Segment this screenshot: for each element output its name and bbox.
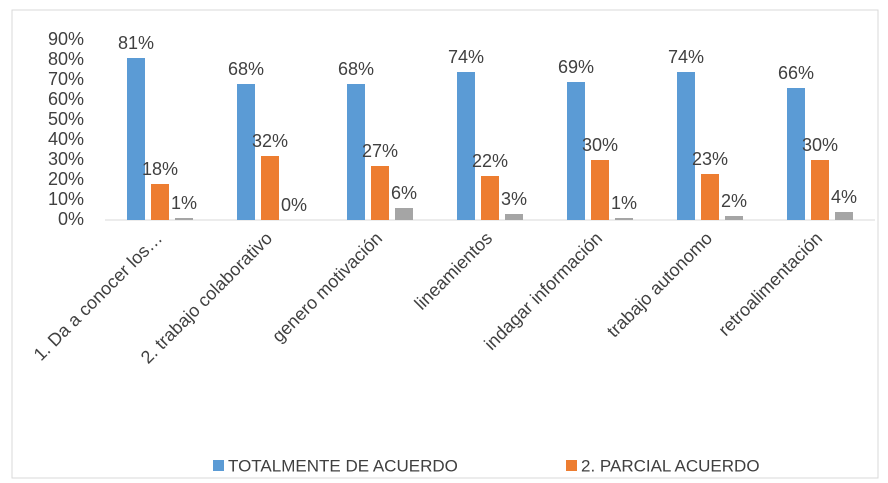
- data-label: 1%: [171, 193, 197, 213]
- bar: [237, 84, 255, 220]
- data-label: 81%: [118, 33, 154, 53]
- y-tick-label: 30%: [48, 149, 84, 169]
- bar: [395, 208, 413, 220]
- bar: [811, 160, 829, 220]
- y-tick-label: 50%: [48, 109, 84, 129]
- bar: [591, 160, 609, 220]
- data-label: 22%: [472, 151, 508, 171]
- data-label: 32%: [252, 131, 288, 151]
- data-label: 27%: [362, 141, 398, 161]
- bar: [127, 58, 145, 220]
- y-tick-label: 70%: [48, 69, 84, 89]
- y-tick-label: 0%: [58, 209, 84, 229]
- bar: [787, 88, 805, 220]
- y-tick-label: 10%: [48, 189, 84, 209]
- y-tick-label: 40%: [48, 129, 84, 149]
- bar: [347, 84, 365, 220]
- data-label: 66%: [778, 63, 814, 83]
- legend-label: 2. PARCIAL ACUERDO: [581, 456, 760, 475]
- data-label: 74%: [448, 47, 484, 67]
- data-label: 0%: [281, 195, 307, 215]
- data-label: 4%: [831, 187, 857, 207]
- y-tick-label: 80%: [48, 49, 84, 69]
- bar: [371, 166, 389, 220]
- data-label: 30%: [582, 135, 618, 155]
- data-label: 74%: [668, 47, 704, 67]
- y-tick-label: 60%: [48, 89, 84, 109]
- data-label: 68%: [228, 59, 264, 79]
- bar: [615, 218, 633, 220]
- bar: [151, 184, 169, 220]
- bar: [175, 218, 193, 220]
- y-tick-label: 90%: [48, 29, 84, 49]
- data-label: 30%: [802, 135, 838, 155]
- bar: [835, 212, 853, 220]
- bar: [567, 82, 585, 220]
- data-label: 2%: [721, 191, 747, 211]
- legend-swatch: [213, 460, 224, 471]
- y-tick-label: 20%: [48, 169, 84, 189]
- bar: [701, 174, 719, 220]
- legend-swatch: [566, 460, 577, 471]
- data-label: 3%: [501, 189, 527, 209]
- bar: [725, 216, 743, 220]
- bar: [261, 156, 279, 220]
- legend-label: TOTALMENTE DE ACUERDO: [228, 456, 458, 475]
- bar: [457, 72, 475, 220]
- data-label: 6%: [391, 183, 417, 203]
- data-label: 1%: [611, 193, 637, 213]
- data-label: 23%: [692, 149, 728, 169]
- bar: [481, 176, 499, 220]
- data-label: 68%: [338, 59, 374, 79]
- data-label: 18%: [142, 159, 178, 179]
- bar: [505, 214, 523, 220]
- chart-frame: [11, 9, 879, 479]
- data-label: 69%: [558, 57, 594, 77]
- bar: [677, 72, 695, 220]
